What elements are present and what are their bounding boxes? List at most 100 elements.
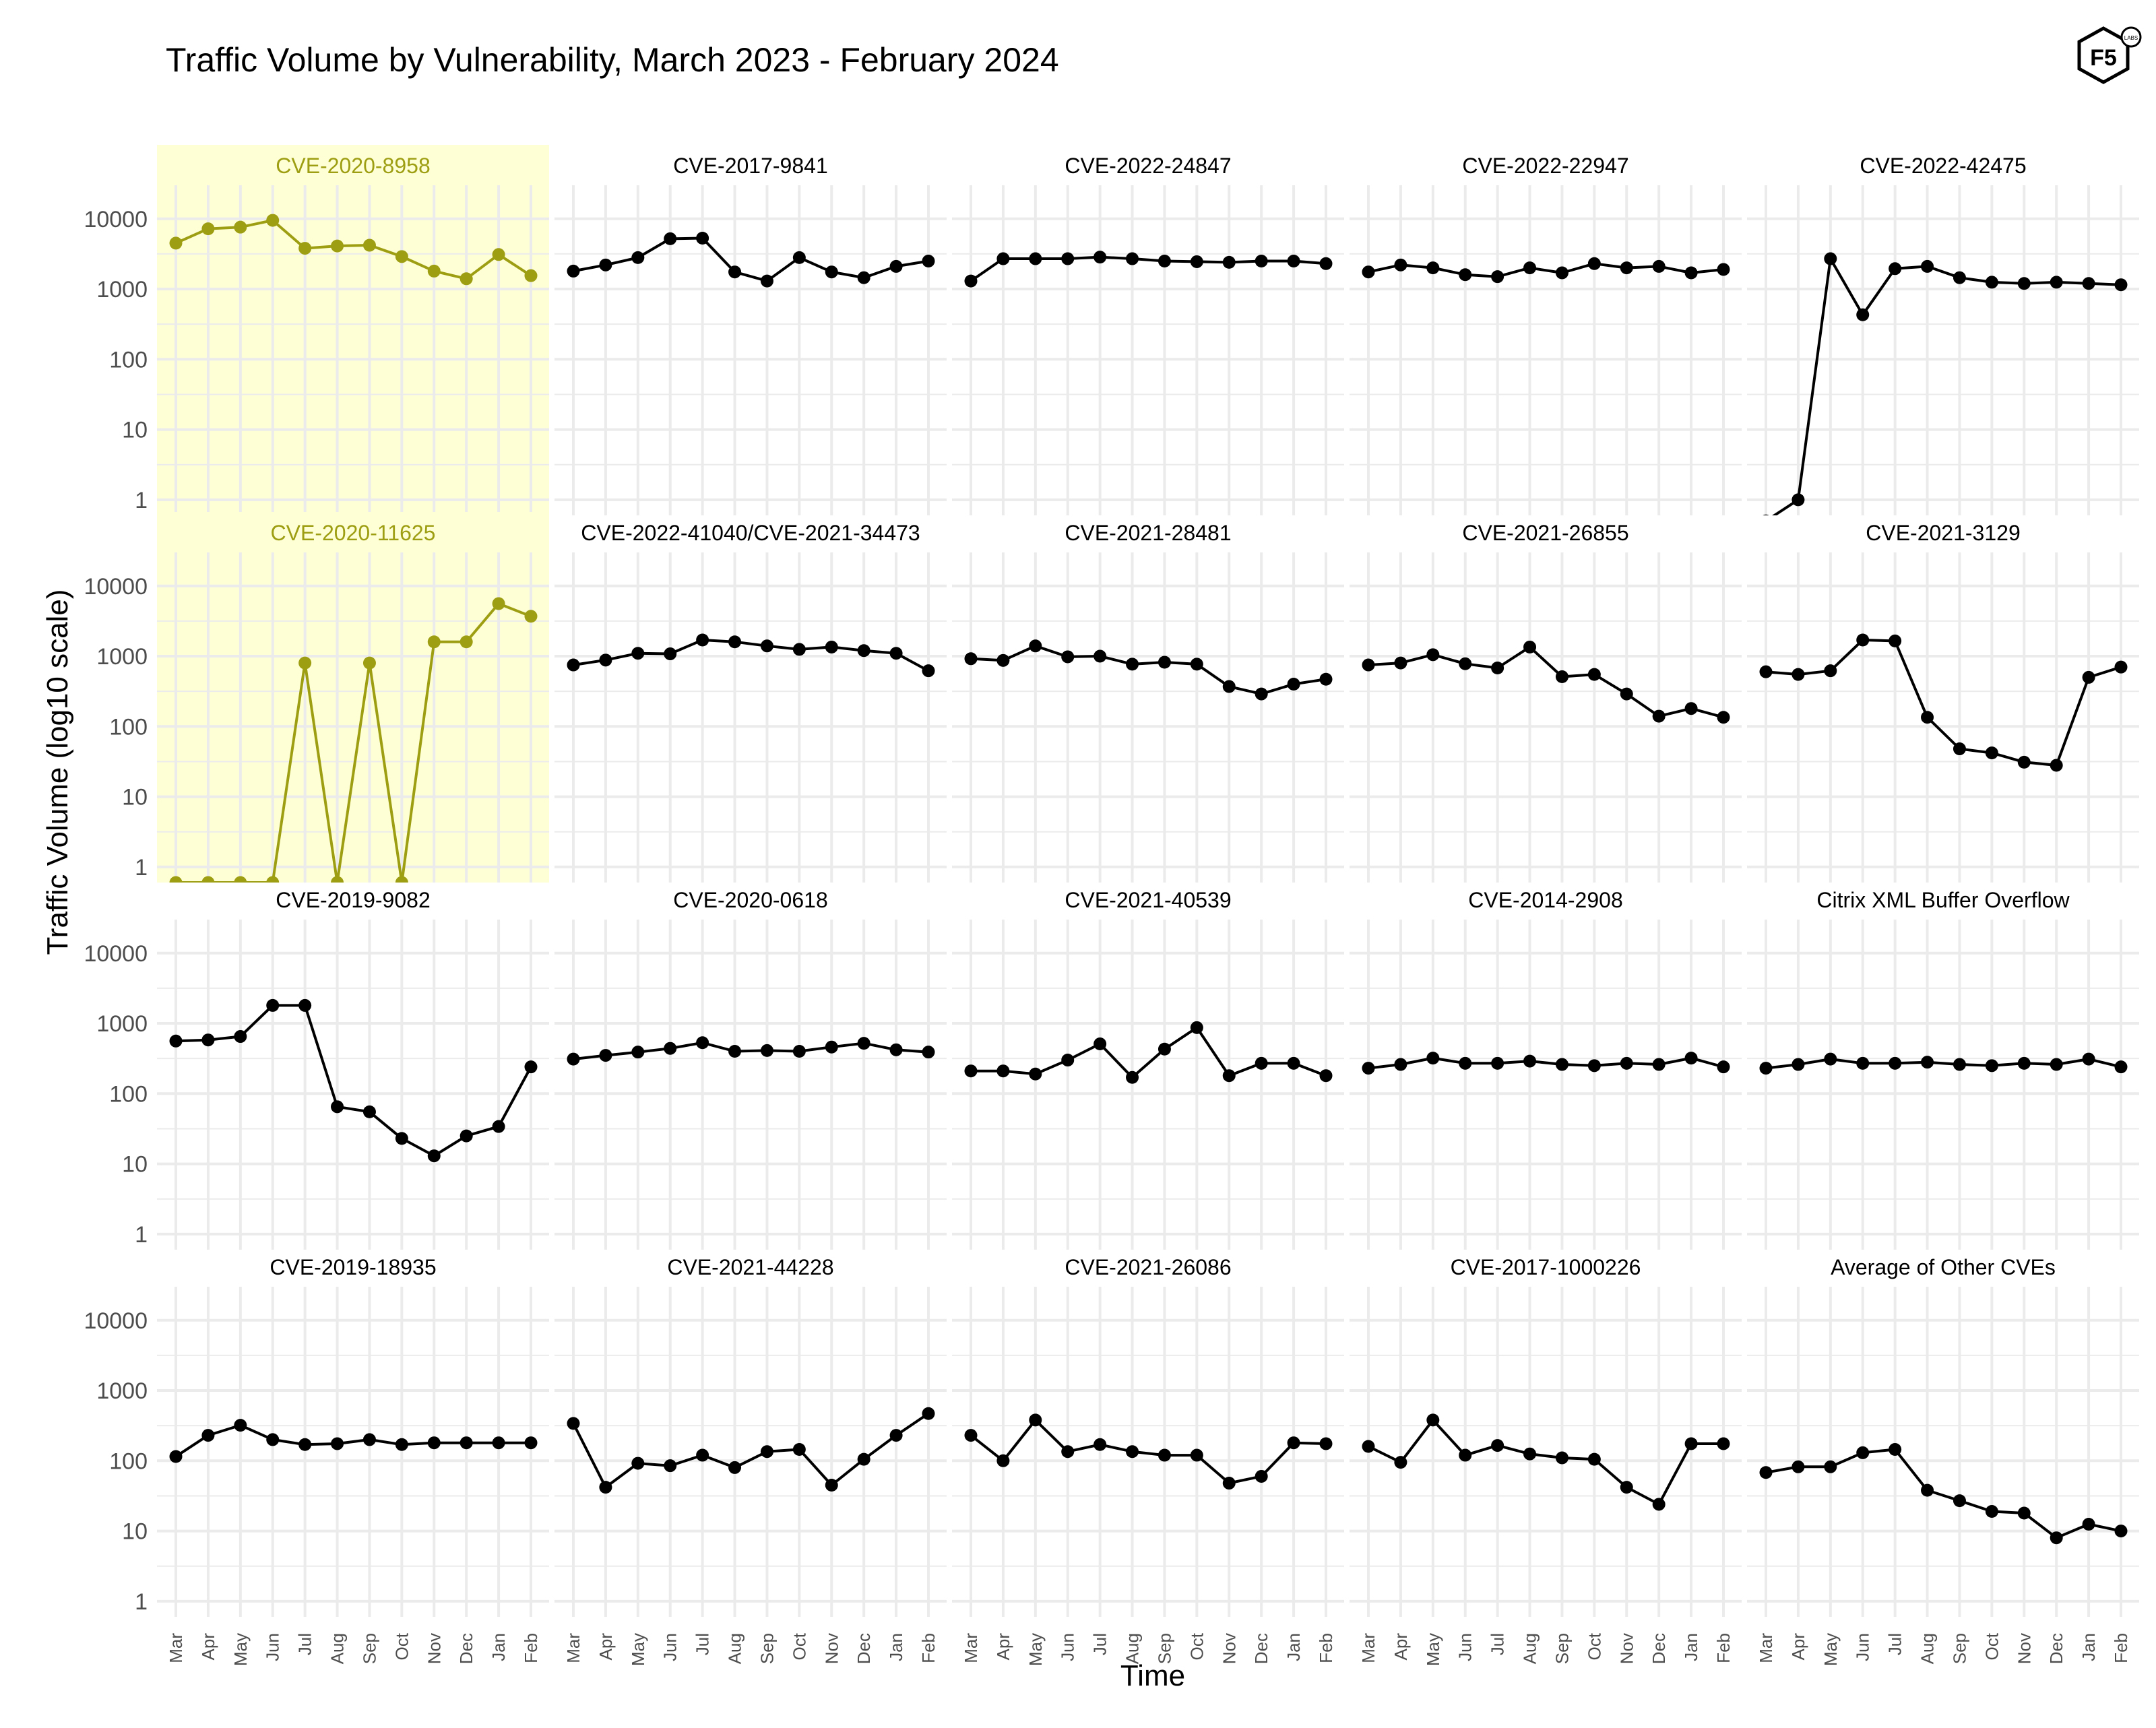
data-point xyxy=(1319,1069,1333,1083)
data-point xyxy=(1652,259,1666,273)
panels: CVE-2020-8958 1 10 100 1000 10000 CVE-2017-984… xyxy=(84,145,2139,1666)
data-point xyxy=(1255,1056,1268,1070)
x-tick-label: Aug xyxy=(1520,1633,1540,1664)
data-point xyxy=(1889,1442,1902,1456)
data-point xyxy=(1792,493,1805,507)
panel: CVE-2021-44228 Mar Apr May Jun Jul Aug Sep Oct No… xyxy=(554,1255,947,1666)
series-line xyxy=(1368,262,1724,278)
data-point xyxy=(1856,1446,1870,1459)
data-point xyxy=(1029,1413,1042,1427)
data-point xyxy=(1093,1037,1107,1051)
data-point xyxy=(1126,1445,1139,1459)
data-point xyxy=(362,238,376,252)
data-point xyxy=(298,1438,312,1451)
data-point xyxy=(889,1043,903,1056)
data-point xyxy=(857,271,870,284)
panel: CVE-2022-24847 xyxy=(952,154,1344,515)
data-point xyxy=(1394,1456,1407,1469)
data-point xyxy=(696,633,709,647)
data-point xyxy=(996,1454,1010,1467)
data-point xyxy=(2082,1052,2095,1066)
data-point xyxy=(1287,255,1300,268)
data-point xyxy=(1426,1052,1440,1065)
data-point xyxy=(664,1042,677,1055)
data-point xyxy=(1824,1460,1837,1473)
panel-title: CVE-2019-18935 xyxy=(270,1255,436,1279)
data-point xyxy=(2082,670,2095,684)
y-tick-label: 100 xyxy=(109,347,148,373)
data-point xyxy=(1158,1042,1171,1056)
x-tick-label: Jul xyxy=(1090,1633,1110,1655)
data-point xyxy=(792,1442,806,1456)
data-point xyxy=(1362,1062,1375,1075)
panel-title: CVE-2022-22947 xyxy=(1462,154,1628,178)
data-point xyxy=(1717,1060,1730,1074)
data-point xyxy=(395,1438,408,1451)
chart-title: Traffic Volume by Vulnerability, March 2… xyxy=(166,41,1059,79)
x-tick-label: Apr xyxy=(1788,1633,1808,1661)
data-point xyxy=(1985,746,1998,760)
data-point xyxy=(1394,258,1407,271)
x-tick-label: Sep xyxy=(1949,1633,1969,1664)
panel: CVE-2022-42475 xyxy=(1747,154,2139,515)
x-tick-label: Jul xyxy=(1885,1633,1905,1655)
series-line xyxy=(176,602,532,883)
data-point xyxy=(1426,261,1440,275)
x-tick-label: Dec xyxy=(854,1633,874,1664)
data-point xyxy=(1093,251,1107,264)
data-point xyxy=(728,635,742,649)
panel-series xyxy=(1362,1413,1730,1511)
y-tick-label: 100 xyxy=(109,1081,148,1107)
data-point xyxy=(1824,664,1837,678)
x-tick-label: Feb xyxy=(918,1633,939,1663)
data-point xyxy=(1459,1056,1472,1070)
panel-series xyxy=(964,639,1333,701)
data-point xyxy=(792,1045,806,1058)
data-point xyxy=(298,242,312,255)
data-point xyxy=(2114,278,2128,292)
y-tick-label: 1 xyxy=(135,488,148,513)
x-tick-label: Jan xyxy=(1283,1633,1304,1661)
data-point xyxy=(1856,1056,1870,1070)
data-point xyxy=(1287,678,1300,691)
data-point xyxy=(395,876,408,883)
data-point xyxy=(298,998,312,1012)
data-point xyxy=(201,222,215,236)
data-point xyxy=(1190,1448,1203,1462)
series-line xyxy=(1765,1058,2122,1070)
data-point xyxy=(599,1049,612,1062)
data-point xyxy=(696,232,709,245)
data-point xyxy=(1587,257,1601,270)
x-tick-label: Sep xyxy=(1154,1633,1174,1664)
panel: CVE-2021-3129 xyxy=(1747,521,2139,883)
data-point xyxy=(1126,252,1139,265)
panel-title: CVE-2021-3129 xyxy=(1866,521,2020,545)
x-tick-label: Jun xyxy=(1853,1633,1873,1661)
panel-title: CVE-2022-42475 xyxy=(1860,154,2026,178)
data-point xyxy=(266,1433,280,1446)
x-tick-label: Dec xyxy=(456,1633,476,1664)
data-point xyxy=(1491,661,1504,674)
data-point xyxy=(2114,1525,2128,1538)
data-point xyxy=(2050,276,2063,289)
panel-series xyxy=(567,1407,935,1494)
x-tick-label: Aug xyxy=(1122,1633,1143,1664)
data-point xyxy=(1158,255,1171,268)
data-point xyxy=(1555,1451,1568,1465)
data-point xyxy=(1491,1439,1504,1452)
data-point xyxy=(922,664,935,678)
x-tick-label: Apr xyxy=(993,1633,1013,1661)
x-tick-label: Jun xyxy=(660,1633,680,1661)
data-point xyxy=(1061,1445,1075,1459)
y-axis-title: Traffic Volume (log10 scale) xyxy=(41,589,74,955)
data-point xyxy=(792,643,806,656)
x-tick-label: Apr xyxy=(596,1633,616,1661)
data-point xyxy=(1759,665,1773,678)
data-point xyxy=(1587,1059,1601,1073)
series-line xyxy=(573,236,929,283)
y-tick-label: 10 xyxy=(122,418,148,443)
data-point xyxy=(664,1459,677,1473)
data-point xyxy=(331,239,344,253)
data-point xyxy=(1684,1052,1698,1065)
data-point xyxy=(1717,1437,1730,1450)
